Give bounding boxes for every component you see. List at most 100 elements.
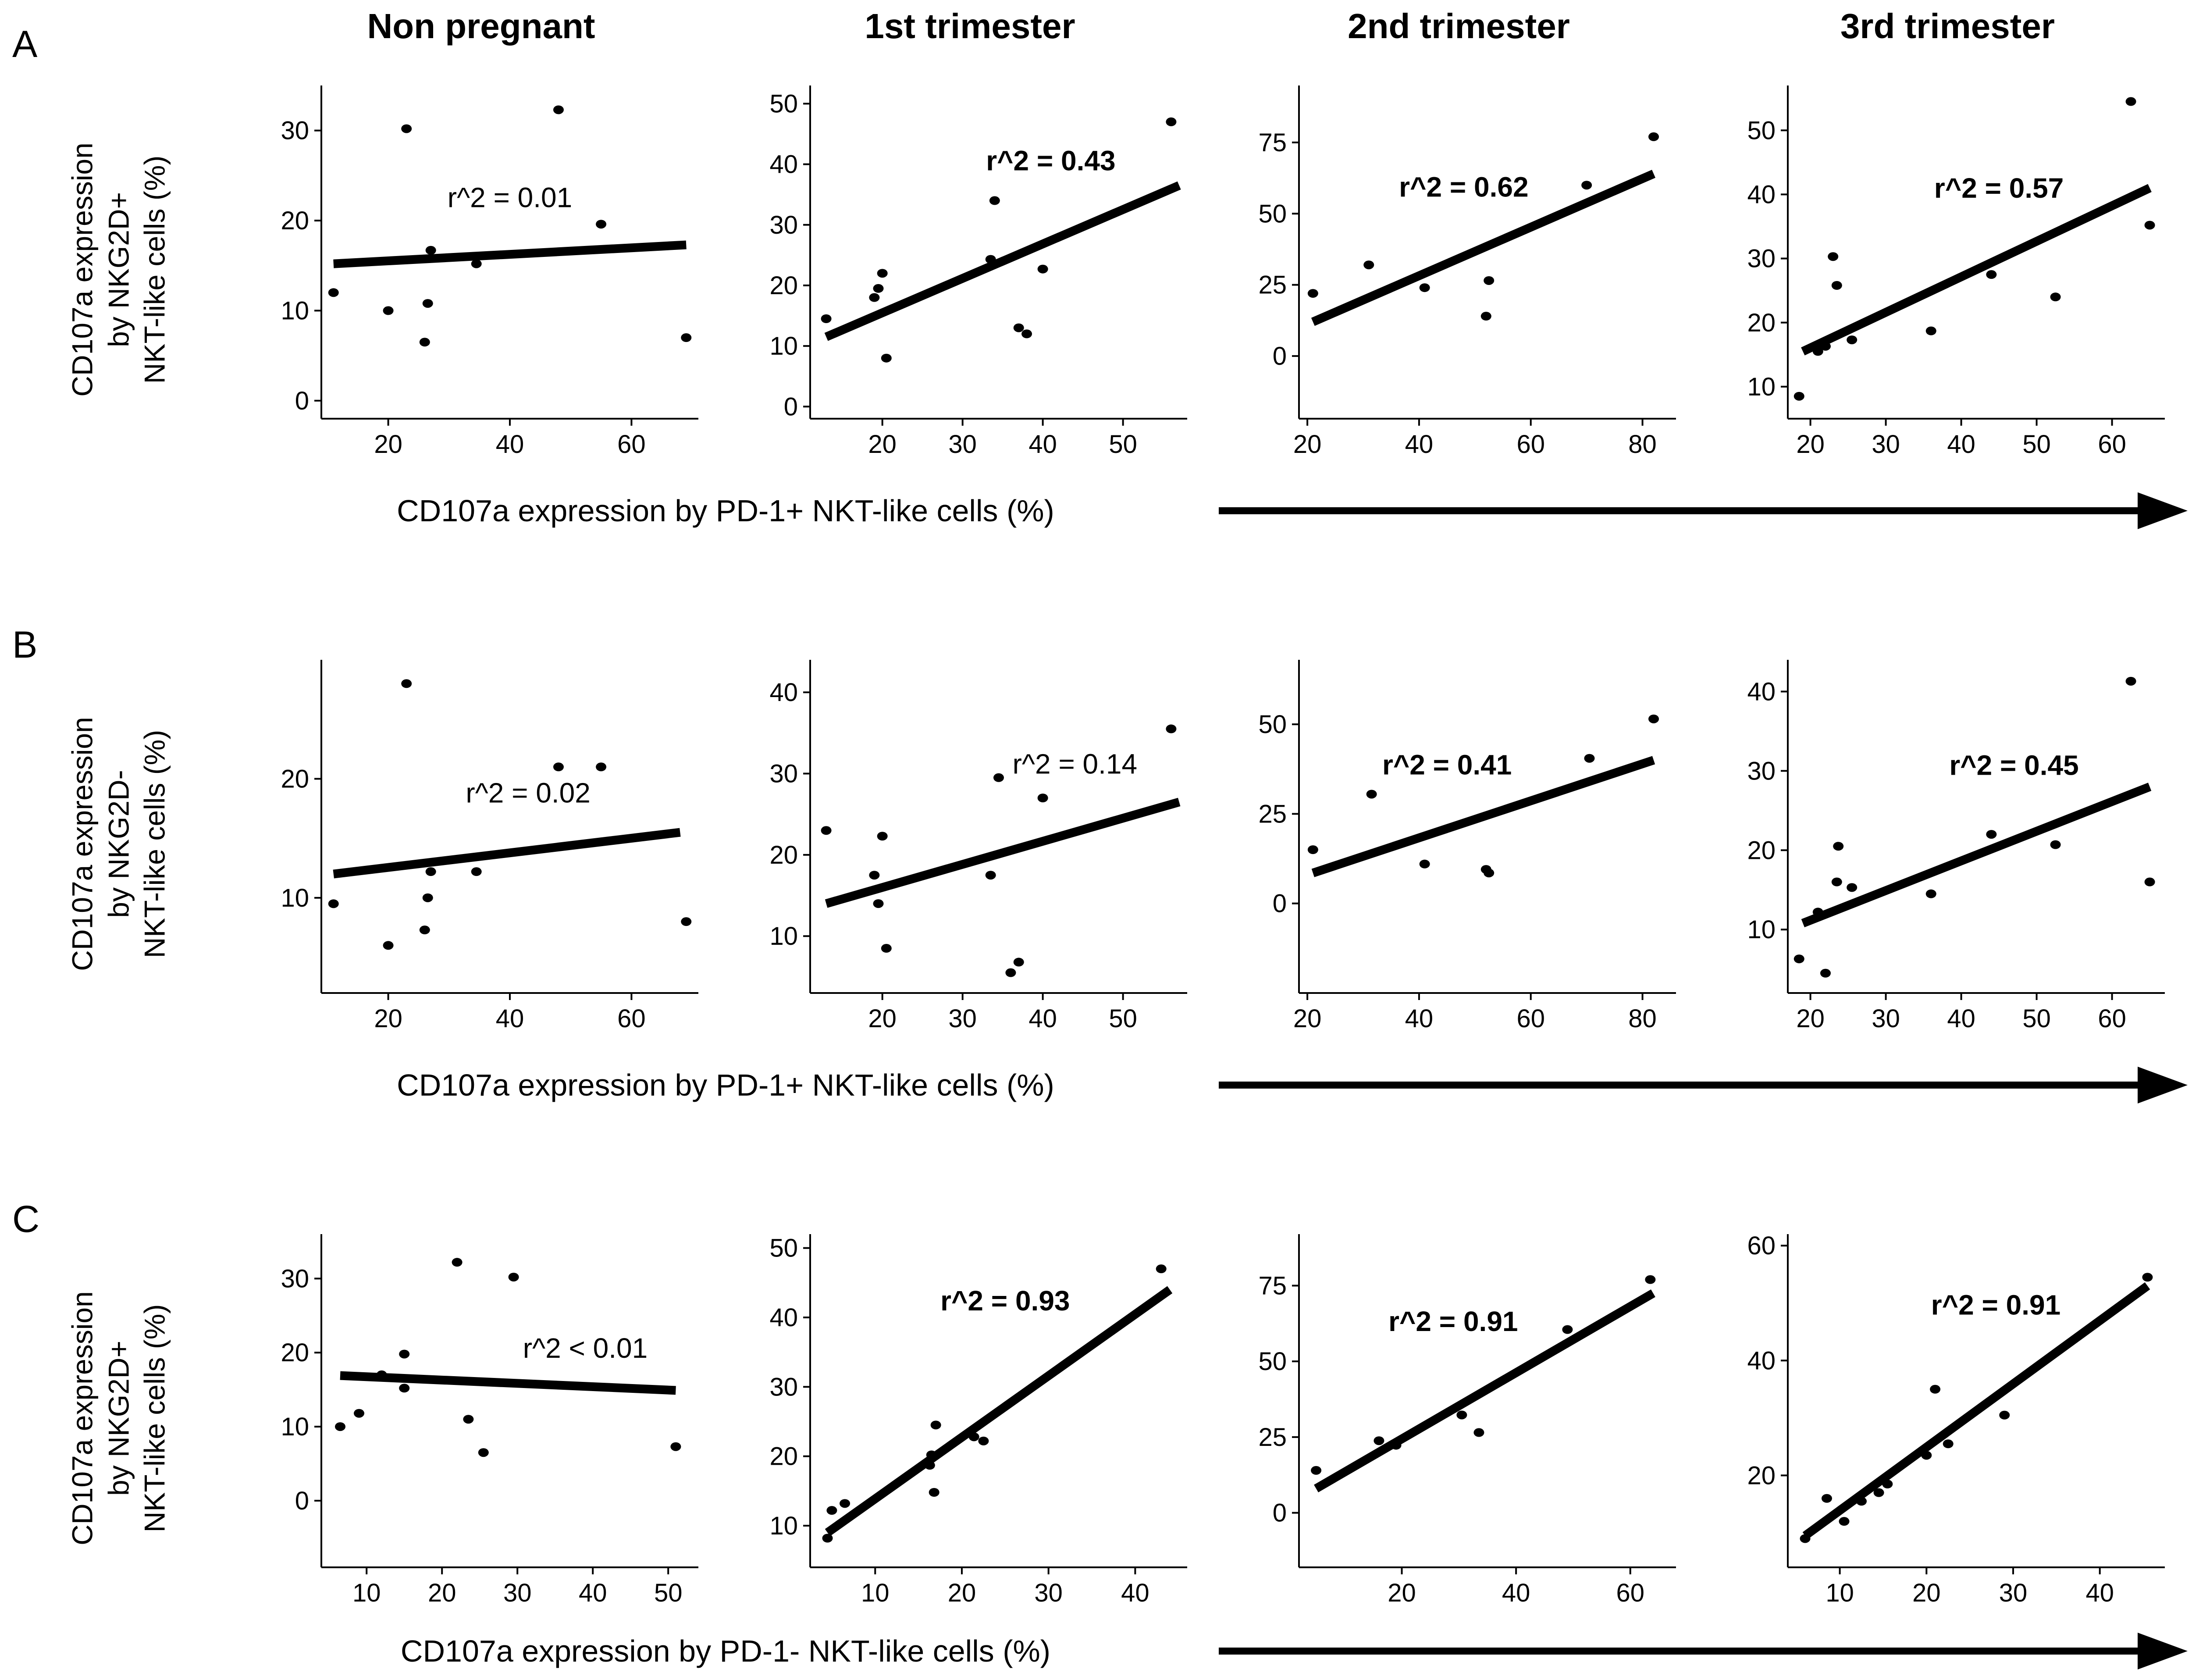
y-label-line: CD107a expression — [66, 1291, 99, 1545]
y-label-line: CD107a expression — [66, 142, 99, 397]
svg-text:50: 50 — [2022, 430, 2051, 459]
row-b-x-axis-label: CD107a expression by PD-1+ NKT-like cell… — [397, 1068, 1054, 1102]
svg-text:0: 0 — [295, 1487, 309, 1515]
svg-text:20: 20 — [769, 841, 798, 869]
svg-text:40: 40 — [1405, 1004, 1433, 1033]
svg-text:30: 30 — [281, 1264, 309, 1293]
svg-text:25: 25 — [1258, 271, 1287, 299]
svg-text:60: 60 — [1516, 1004, 1545, 1033]
row-c-x-axis-label: CD107a expression by PD-1- NKT-like cell… — [400, 1634, 1051, 1668]
svg-text:40: 40 — [1747, 677, 1776, 706]
svg-text:r^2 = 0.01: r^2 = 0.01 — [447, 182, 572, 213]
svg-text:40: 40 — [1947, 1004, 1975, 1033]
row-a-y-axis-label: CD107a expression by NKG2D+ NKT-like cel… — [64, 142, 173, 397]
svg-text:40: 40 — [1747, 1346, 1776, 1375]
svg-text:40: 40 — [769, 150, 798, 179]
svg-text:20: 20 — [947, 1579, 976, 1607]
svg-text:0: 0 — [783, 392, 797, 421]
svg-text:0: 0 — [1272, 342, 1286, 370]
row-c-axis-band: CD107a expression by PD-1- NKT-like cell… — [0, 1622, 2192, 1680]
svg-text:40: 40 — [495, 1004, 524, 1033]
svg-text:20: 20 — [769, 271, 798, 300]
svg-text:60: 60 — [2098, 430, 2126, 459]
column-title-3rd-trimester: 3rd trimester — [1840, 7, 2055, 46]
arrow-right-icon — [1219, 492, 2188, 529]
svg-text:20: 20 — [868, 430, 897, 459]
svg-text:r^2 = 0.43: r^2 = 0.43 — [986, 145, 1115, 176]
svg-text:r^2 = 0.41: r^2 = 0.41 — [1382, 749, 1511, 781]
column-title-1st-trimester: 1st trimester — [865, 7, 1075, 46]
svg-text:40: 40 — [1747, 180, 1776, 209]
scatter-panel-b2: 20 30 40 50 10 20 30 40 r^2 = 0.14 — [769, 660, 1187, 1033]
svg-text:20: 20 — [1293, 1004, 1321, 1033]
svg-text:10: 10 — [1825, 1579, 1854, 1607]
svg-text:40: 40 — [578, 1579, 607, 1607]
scatter-panel-a4: 20 30 40 50 60 10 20 30 40 50 r^2 = 0.57 — [1747, 85, 2165, 459]
svg-text:20: 20 — [1293, 430, 1321, 459]
svg-text:r^2 = 0.91: r^2 = 0.91 — [1388, 1306, 1518, 1337]
svg-text:30: 30 — [281, 117, 309, 145]
svg-text:50: 50 — [769, 1234, 798, 1263]
svg-text:60: 60 — [1747, 1232, 1776, 1260]
svg-text:r^2 = 0.45: r^2 = 0.45 — [1949, 749, 2078, 781]
svg-text:40: 40 — [2085, 1579, 2114, 1607]
svg-text:20: 20 — [1796, 430, 1825, 459]
svg-text:10: 10 — [1747, 373, 1776, 401]
svg-text:30: 30 — [769, 211, 798, 239]
row-c-plots: CD107a expression by NKG2D+ NKT-like cel… — [0, 1214, 2192, 1622]
svg-text:40: 40 — [495, 430, 524, 459]
svg-text:20: 20 — [868, 1004, 897, 1033]
svg-text:50: 50 — [1258, 199, 1287, 228]
svg-text:20: 20 — [769, 1442, 798, 1471]
y-label-line: by NKG2D- — [102, 770, 135, 918]
svg-text:50: 50 — [1109, 430, 1137, 459]
svg-text:30: 30 — [1747, 245, 1776, 273]
svg-text:40: 40 — [769, 678, 798, 707]
svg-text:60: 60 — [2098, 1004, 2126, 1033]
svg-text:30: 30 — [1872, 430, 1900, 459]
svg-text:30: 30 — [948, 1004, 977, 1033]
y-label-line: NKT-like cells (%) — [138, 155, 171, 384]
svg-text:30: 30 — [1999, 1579, 2027, 1607]
svg-text:40: 40 — [769, 1303, 798, 1332]
svg-text:30: 30 — [503, 1579, 531, 1607]
scatter-panel-a1: 20 40 60 0 10 20 30 r^2 = 0.01 — [281, 85, 698, 459]
svg-text:20: 20 — [1796, 1004, 1825, 1033]
scatter-panel-b4: 20 30 40 50 60 10 20 30 40 r^2 = 0.45 — [1747, 660, 2165, 1033]
scatter-panel-a2: 20 30 40 50 0 10 20 30 40 50 r^2 = 0.43 — [769, 85, 1187, 459]
svg-text:30: 30 — [769, 1373, 798, 1401]
panel-label-a: A — [12, 23, 38, 65]
svg-text:20: 20 — [1747, 836, 1776, 865]
svg-text:r^2 = 0.93: r^2 = 0.93 — [940, 1285, 1070, 1317]
y-label-line: CD107a expression — [66, 717, 99, 971]
svg-text:0: 0 — [295, 387, 309, 415]
column-title-non-pregnant: Non pregnant — [367, 7, 595, 46]
svg-text:80: 80 — [1628, 1004, 1657, 1033]
y-label-line: by NKG2D+ — [102, 1341, 135, 1496]
svg-text:30: 30 — [1872, 1004, 1900, 1033]
column-titles-row: Non pregnant 1st trimester 2nd trimester… — [0, 0, 2192, 66]
svg-text:20: 20 — [374, 430, 402, 459]
svg-text:r^2 = 0.62: r^2 = 0.62 — [1399, 171, 1528, 203]
svg-text:40: 40 — [1121, 1579, 1149, 1607]
svg-text:10: 10 — [769, 1512, 798, 1540]
svg-text:20: 20 — [1912, 1579, 1941, 1607]
svg-text:r^2 = 0.91: r^2 = 0.91 — [1931, 1289, 2060, 1321]
svg-text:r^2 = 0.14: r^2 = 0.14 — [1012, 748, 1137, 780]
row-c-y-axis-label: CD107a expression by NKG2D+ NKT-like cel… — [64, 1291, 173, 1545]
svg-text:40: 40 — [1028, 430, 1057, 459]
svg-text:r^2 < 0.01: r^2 < 0.01 — [523, 1332, 647, 1364]
svg-text:0: 0 — [1272, 1499, 1286, 1527]
svg-text:60: 60 — [1616, 1579, 1644, 1607]
svg-text:60: 60 — [1516, 430, 1545, 459]
scatter-panel-c3: 20 40 60 0 25 50 75 r^2 = 0.91 — [1258, 1234, 1676, 1607]
arrow-right-icon — [1219, 1633, 2188, 1669]
row-a-axis-band: CD107a expression by PD-1+ NKT-like cell… — [0, 473, 2192, 548]
svg-text:50: 50 — [769, 89, 798, 118]
svg-text:20: 20 — [281, 1338, 309, 1367]
svg-text:25: 25 — [1258, 800, 1287, 828]
svg-text:r^2 = 0.57: r^2 = 0.57 — [1934, 172, 2063, 204]
arrow-right-icon — [1219, 1067, 2188, 1103]
svg-text:30: 30 — [1747, 757, 1776, 785]
svg-text:50: 50 — [2022, 1004, 2051, 1033]
